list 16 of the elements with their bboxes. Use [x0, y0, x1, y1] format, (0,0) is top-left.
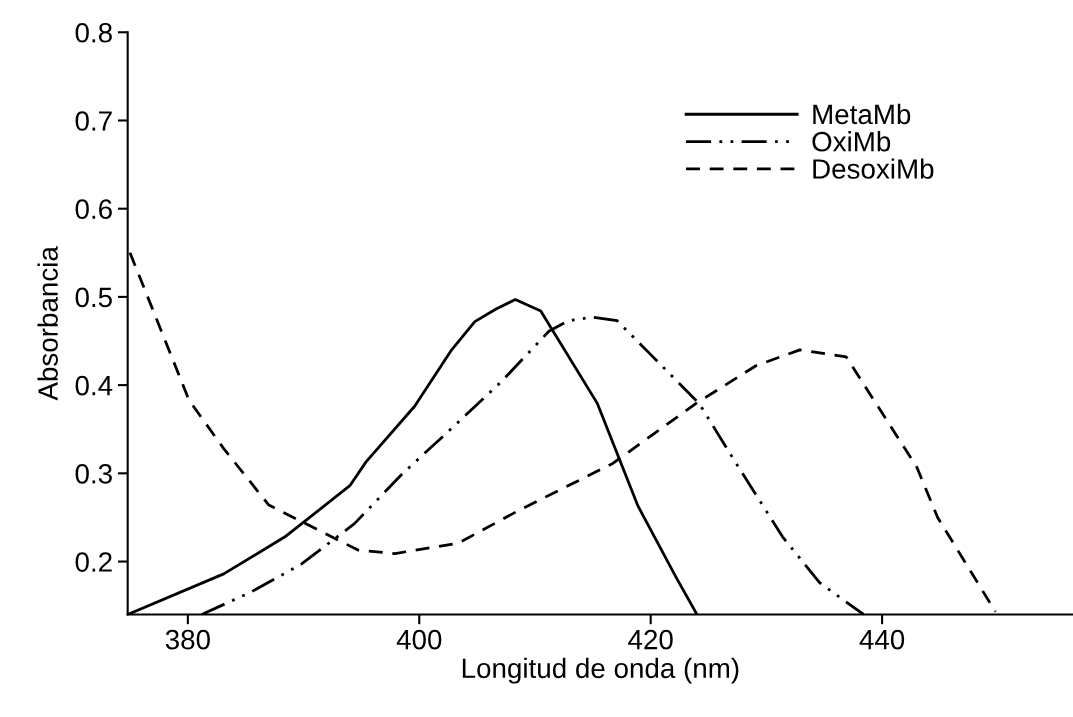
y-tick-label: 0.8	[75, 22, 112, 43]
y-tick-label: 0.6	[75, 199, 112, 220]
legend-label: DesoxiMb	[813, 158, 934, 179]
legend-label: OxiMb	[812, 131, 891, 152]
y-tick-label: 0.3	[75, 464, 112, 484]
x-tick-label: 400	[396, 629, 442, 650]
y-tick-label: 0.7	[75, 111, 112, 131]
y-tick-label: 0.5	[75, 287, 112, 308]
x-tick-label: 420	[628, 629, 673, 650]
y-axis-title: Absorbancia	[37, 246, 58, 401]
y-tick-label: 0.2	[75, 552, 112, 572]
y-tick-label: 0.4	[75, 375, 113, 396]
x-tick-label: 440	[859, 629, 905, 650]
x-axis-title: Longitud de onda (nm)	[462, 657, 739, 684]
legend-label: MetaMb	[813, 103, 911, 125]
x-tick-label: 380	[165, 629, 210, 650]
